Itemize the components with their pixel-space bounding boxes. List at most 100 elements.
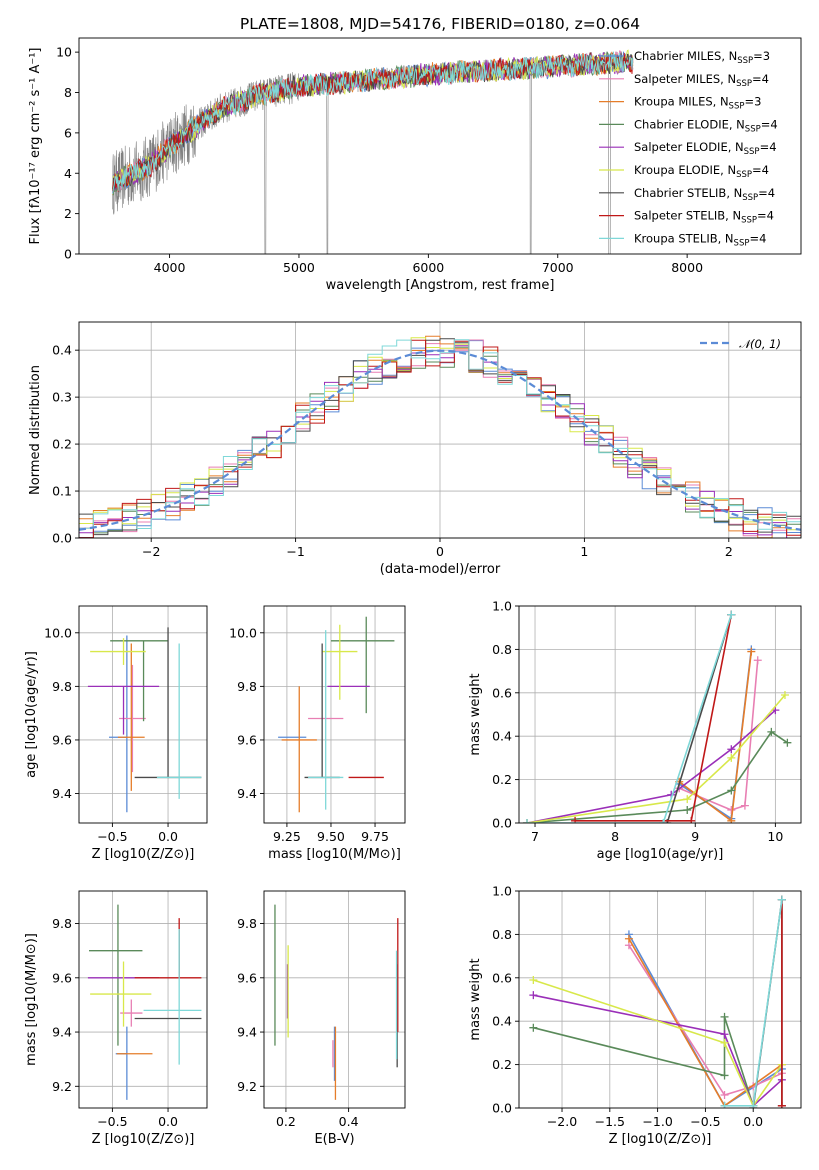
weight-marker-krou_elodie <box>780 690 789 699</box>
legend-label-subscript: SSP <box>741 216 757 226</box>
legend-label-subscript: SSP <box>737 56 753 66</box>
axes-frame <box>263 890 406 1109</box>
weight-marker-chab_elodie <box>727 786 736 795</box>
legend-label-value: =4 <box>757 209 774 223</box>
y-tick-label: 0.0 <box>52 531 72 546</box>
legend-label-name: Kroupa ELODIE, N <box>634 163 736 177</box>
axes-frame <box>518 890 802 1109</box>
x-axis-label: (data-model)/error <box>380 562 501 577</box>
legend-label: 𝒩(0, 1) <box>739 337 781 351</box>
y-tick-label: 1.0 <box>492 599 512 614</box>
y-tick-label: 0.2 <box>52 437 72 452</box>
grid <box>519 890 801 1109</box>
x-tick-label: 9.50 <box>317 829 345 844</box>
y-tick-label: 9.4 <box>52 786 72 801</box>
weight-marker-salp_elodie <box>727 745 736 754</box>
y-tick-label: 9.8 <box>52 916 72 931</box>
x-axis-label: Z [log10(Z/Z⊙)] <box>92 1132 195 1147</box>
x-tick-label: −0.5 <box>97 1114 127 1129</box>
weight-marker-krou_stelib <box>523 819 532 823</box>
weight-marker-chab_elodie <box>783 738 792 747</box>
normal-reference-curve <box>79 349 801 531</box>
y-tick-label: 2 <box>64 206 72 221</box>
legend-label-subscript: SSP <box>736 170 752 180</box>
x-tick-label: 0.0 <box>158 829 178 844</box>
legend-label-name: Chabrier ELODIE, N <box>634 117 745 131</box>
y-tick-label: 0.6 <box>492 685 512 700</box>
weight-marker-salp_miles <box>753 656 762 665</box>
y-tick-label: 10 <box>56 45 72 60</box>
y-tick-label: 10.0 <box>229 625 257 640</box>
axes-frame <box>263 605 406 824</box>
plot-area <box>112 49 634 254</box>
weight-marker-chab_elodie <box>720 1071 729 1080</box>
y-tick-label: 9.4 <box>237 786 257 801</box>
legend-label-subscript: SSP <box>742 193 758 203</box>
age-vs-mass-panel: 9.25 9.50 9.75 9.4 9.6 9.8 10.0 mass [log10(M/M… <box>229 605 406 862</box>
weight-marker-salp_stelib <box>687 816 696 823</box>
model-spectrum-line-krou_stelib <box>112 51 634 194</box>
y-tick-label: 0.4 <box>492 729 512 744</box>
x-tick-label: 5000 <box>283 260 315 275</box>
residual-histogram-panel: −2 −1 0 1 2 0.0 0.1 0.2 0.3 0.4 (data-model)/error… <box>28 321 802 577</box>
weight-marker-krou_elodie <box>529 975 538 984</box>
y-tick-label: 0.6 <box>492 970 512 985</box>
legend-label-name: Chabrier STELIB, N <box>634 186 742 200</box>
x-tick-label: 0 <box>436 544 444 559</box>
y-tick-label: 9.6 <box>237 732 257 747</box>
y-tick-label: 9.4 <box>237 1025 257 1040</box>
y-tick-label: 8 <box>64 85 72 100</box>
x-tick-label: −1.0 <box>642 1114 672 1129</box>
legend-label: Chabrier MILES, NSSP=3 <box>634 49 770 66</box>
x-tick-label: 4000 <box>154 260 186 275</box>
weight-marker-krou_stelib <box>727 610 736 619</box>
weight-marker-salp_miles <box>720 1090 729 1099</box>
y-tick-label: 0.1 <box>52 484 72 499</box>
legend-label: Kroupa STELIB, NSSP=4 <box>634 231 766 248</box>
x-tick-label: 0.2 <box>276 1114 296 1129</box>
y-axis-label: Normed distribution <box>28 365 43 495</box>
plot-area <box>87 904 202 1100</box>
y-tick-label: 9.8 <box>237 916 257 931</box>
weight-marker-krou_miles <box>747 647 756 656</box>
axes-frame <box>78 605 208 824</box>
grid <box>264 891 405 1108</box>
y-tick-label: 0.3 <box>52 390 72 405</box>
grid <box>519 605 801 824</box>
axes: −0.5 0.0 9.2 9.4 9.6 9.8 Z [log10(Z/Z⊙)] mass [… <box>24 890 208 1147</box>
plot-area <box>87 627 202 813</box>
x-tick-label: −0.5 <box>690 1114 720 1129</box>
plot-area <box>79 335 801 538</box>
weight-line-krou_elodie <box>526 694 786 823</box>
y-axis-label: mass weight <box>468 673 483 755</box>
x-tick-label: 6000 <box>412 260 444 275</box>
x-tick-label: 8000 <box>671 260 703 275</box>
legend-label: Salpeter ELODIE, NSSP=4 <box>634 140 777 157</box>
residual-legend: 𝒩(0, 1) <box>700 337 781 351</box>
plot-area <box>274 904 399 1100</box>
axes: 4000 5000 6000 7000 8000 0 2 4 6 8 10 wavelength [A… <box>28 37 802 293</box>
y-axis-label: mass weight <box>468 958 483 1040</box>
x-tick-label: 2 <box>725 544 733 559</box>
y-tick-label: 9.4 <box>52 1025 72 1040</box>
y-tick-label: 9.8 <box>52 679 72 694</box>
mass-vs-metallicity-panel: −0.5 0.0 9.2 9.4 9.6 9.8 Z [log10(Z/Z⊙)] mass [… <box>24 890 208 1147</box>
legend-label-value: =4 <box>758 186 775 200</box>
axes-frame <box>78 890 208 1109</box>
y-tick-label: 6 <box>64 125 72 140</box>
x-axis-label: Z [log10(Z/Z⊙)] <box>92 847 195 862</box>
legend-label-value: =4 <box>752 163 769 177</box>
weight-line-chab_elodie <box>526 730 788 823</box>
plot-area <box>278 616 395 813</box>
y-tick-label: 0.2 <box>492 1057 512 1072</box>
axes: 7 8 9 10 0.0 0.2 0.4 0.6 0.8 1.0 age [log10(age/yr… <box>468 599 802 862</box>
y-tick-label: 9.6 <box>237 970 257 985</box>
y-tick-label: 0.4 <box>492 1014 512 1029</box>
weight-marker-chab_elodie <box>720 1012 729 1021</box>
x-tick-label: 0.0 <box>743 1114 763 1129</box>
x-axis-label: E(B-V) <box>314 1132 354 1147</box>
y-tick-label: 0.0 <box>492 1101 512 1116</box>
x-tick-label: 9.75 <box>361 829 389 844</box>
legend-label: Salpeter STELIB, NSSP=4 <box>634 209 774 226</box>
